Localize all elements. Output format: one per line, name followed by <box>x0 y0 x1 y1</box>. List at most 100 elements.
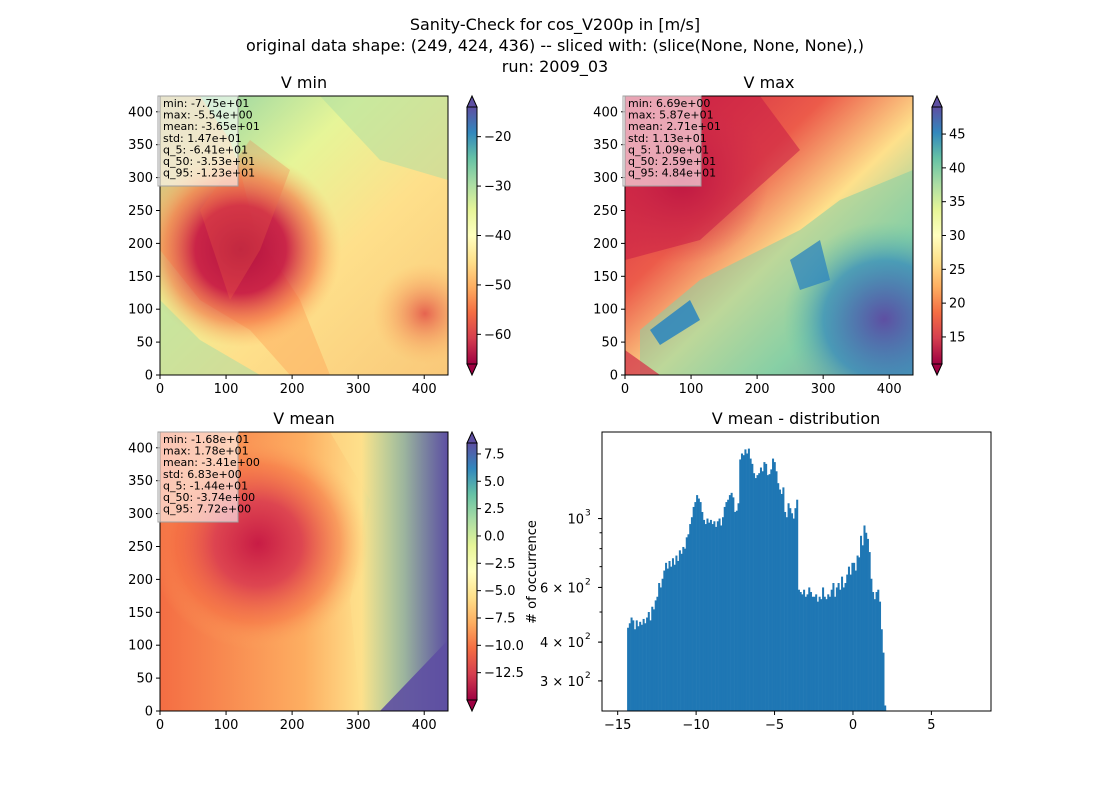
vmean-colorbar: 7.5 5.0 2.5 0.0 −2.5 −5.0 −7.5 −10.0 −12.5 <box>466 430 524 713</box>
histogram-bar <box>737 503 740 711</box>
histogram-bar <box>644 623 647 711</box>
histogram-bar <box>725 502 728 711</box>
histogram-bar <box>768 474 771 711</box>
stats-line: max: -5.54e+00 <box>163 109 253 122</box>
histogram-bar <box>770 469 773 711</box>
x-tick-label: 100 <box>214 382 239 397</box>
x-tick-label: 0 <box>849 718 857 733</box>
x-tick-label: 300 <box>346 382 371 397</box>
histogram-bar <box>787 503 790 711</box>
histogram-y-label: # of occurrence <box>525 520 540 624</box>
histogram-bar <box>744 449 747 711</box>
histogram-bar <box>853 562 856 711</box>
colorbar-tick-label: −30 <box>484 180 511 195</box>
histogram-bar <box>677 560 680 711</box>
histogram-bar <box>872 592 875 711</box>
y-tick-base: 6 × 10 <box>540 581 584 596</box>
histogram-bar <box>627 627 630 711</box>
histogram-title: V mean - distribution <box>712 409 881 428</box>
figure-title-line-3: run: 2009_03 <box>502 57 608 77</box>
stats-line: q_50: -3.53e+01 <box>163 155 255 168</box>
histogram-bar <box>703 519 706 711</box>
vmean-y-ticks: 0 50 100 150 200 250 300 350 400 <box>128 441 160 720</box>
histogram-bar <box>863 525 866 711</box>
y-tick-exponent: 2 <box>585 632 591 642</box>
colorbar-tick-label: −60 <box>484 328 511 343</box>
histogram-bar <box>880 629 883 711</box>
colorbar-tick-label: 2.5 <box>484 502 505 517</box>
histogram-bar <box>701 511 704 711</box>
x-tick-label: 200 <box>280 382 305 397</box>
histogram-bar <box>827 594 830 711</box>
histogram-bar <box>799 592 802 711</box>
histogram-bar <box>761 471 764 711</box>
histogram-bar <box>685 537 688 711</box>
histogram-bar <box>749 458 752 711</box>
y-tick-label: 100 <box>128 639 153 654</box>
y-tick-label: 350 <box>593 138 618 153</box>
stats-line: q_95: 7.72e+00 <box>163 503 251 516</box>
histogram-bars <box>627 448 887 711</box>
colorbar-tick-label: −40 <box>484 229 511 244</box>
histogram-bar <box>727 499 730 711</box>
histogram-bar <box>858 557 861 711</box>
histogram-bar <box>709 519 712 711</box>
vmax-axes-frame <box>624 95 914 376</box>
colorbar-tick-label: −20 <box>484 130 511 145</box>
x-tick-label: 300 <box>346 718 371 733</box>
histogram-bar <box>721 517 725 711</box>
histogram-bar <box>797 589 800 711</box>
histogram-bar <box>692 506 695 711</box>
stats-line: q_50: 2.59e+01 <box>628 155 716 168</box>
y-tick-label: 100 <box>128 303 153 318</box>
stats-line: q_5: 1.09e+01 <box>628 143 709 156</box>
y-tick-label: 200 <box>593 237 618 252</box>
histogram-bar <box>820 599 823 711</box>
histogram-bar <box>666 568 669 711</box>
histogram-bar <box>806 594 809 711</box>
histogram-bar <box>753 473 756 711</box>
histogram-bar <box>839 589 842 711</box>
histogram-bar <box>801 594 804 711</box>
histogram-bar <box>649 620 652 711</box>
colorbar-tick-label: 30 <box>949 229 966 244</box>
histogram-bar <box>773 462 776 711</box>
histogram-bar <box>742 455 745 711</box>
vmin-y-ticks: 0 50 100 150 200 250 300 350 400 <box>128 105 160 384</box>
colorbar-tick-label: −10.0 <box>484 639 524 654</box>
histogram-bar <box>835 587 838 711</box>
histogram-axes-frame <box>601 431 992 712</box>
vmin-x-ticks: 0 100 200 300 400 <box>156 375 437 397</box>
histogram-bar <box>811 596 814 711</box>
histogram-bar <box>794 508 797 711</box>
histogram-bar <box>854 570 857 711</box>
histogram-bar <box>696 495 699 711</box>
histogram-bar <box>715 526 718 711</box>
vmax-y-ticks: 0 50 100 150 200 250 300 350 400 <box>593 105 625 384</box>
histogram-bar <box>633 629 637 711</box>
stats-line: q_95: 4.84e+01 <box>628 167 716 180</box>
histogram-bar <box>875 592 878 711</box>
histogram-bar <box>828 596 831 711</box>
y-tick-label: 0 <box>145 705 153 720</box>
y-tick-label: 50 <box>136 336 153 351</box>
histogram-bar <box>763 462 766 711</box>
histogram-bar <box>640 624 643 711</box>
histogram-bar <box>740 453 743 711</box>
histogram-bar <box>682 546 685 711</box>
y-tick-label: 400 <box>593 105 618 120</box>
histogram-bar <box>716 521 719 711</box>
histogram-bar <box>711 524 714 711</box>
histogram-bar <box>842 587 845 711</box>
histogram-bar <box>803 589 806 711</box>
histogram-bar <box>756 475 759 711</box>
histogram-bar <box>813 596 816 711</box>
stats-line: mean: -3.65e+01 <box>163 120 260 133</box>
colorbar-tick-label: 0.0 <box>484 529 505 544</box>
histogram-bar <box>847 566 850 711</box>
histogram-bar <box>825 599 828 711</box>
y-tick-label: 250 <box>128 540 153 555</box>
y-tick-base: 3 × 10 <box>540 675 584 690</box>
